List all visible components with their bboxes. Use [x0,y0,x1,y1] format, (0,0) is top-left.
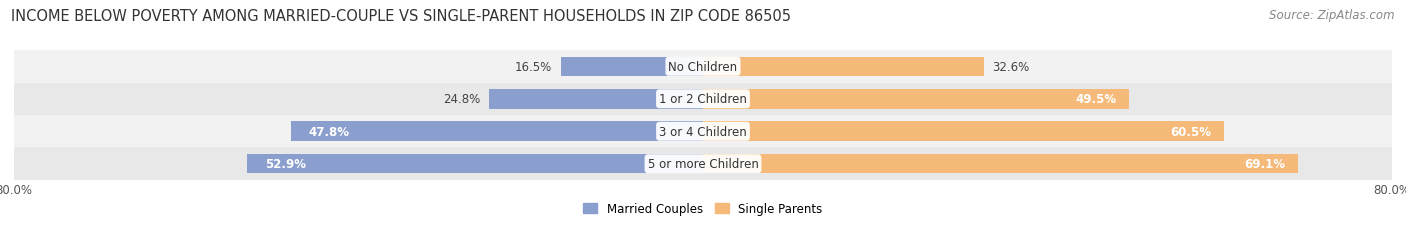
Text: 49.5%: 49.5% [1076,93,1116,106]
Bar [14,51,1392,83]
Bar [703,90,1129,109]
Bar [291,122,703,141]
Text: 5 or more Children: 5 or more Children [648,158,758,170]
Text: 3 or 4 Children: 3 or 4 Children [659,125,747,138]
Text: 16.5%: 16.5% [515,61,553,73]
Text: 47.8%: 47.8% [308,125,350,138]
Bar [703,57,984,77]
Text: 52.9%: 52.9% [264,158,305,170]
Bar [247,154,703,174]
Text: 1 or 2 Children: 1 or 2 Children [659,93,747,106]
Text: 69.1%: 69.1% [1244,158,1285,170]
Legend: Married Couples, Single Parents: Married Couples, Single Parents [579,197,827,220]
Text: Source: ZipAtlas.com: Source: ZipAtlas.com [1270,9,1395,22]
Bar [14,148,1392,180]
Bar [561,57,703,77]
Bar [14,116,1392,148]
Bar [489,90,703,109]
Bar [14,83,1392,116]
Bar [703,122,1225,141]
Text: 24.8%: 24.8% [443,93,481,106]
Text: No Children: No Children [668,61,738,73]
Text: INCOME BELOW POVERTY AMONG MARRIED-COUPLE VS SINGLE-PARENT HOUSEHOLDS IN ZIP COD: INCOME BELOW POVERTY AMONG MARRIED-COUPL… [11,9,792,24]
Bar [703,154,1298,174]
Text: 32.6%: 32.6% [993,61,1029,73]
Text: 60.5%: 60.5% [1170,125,1211,138]
